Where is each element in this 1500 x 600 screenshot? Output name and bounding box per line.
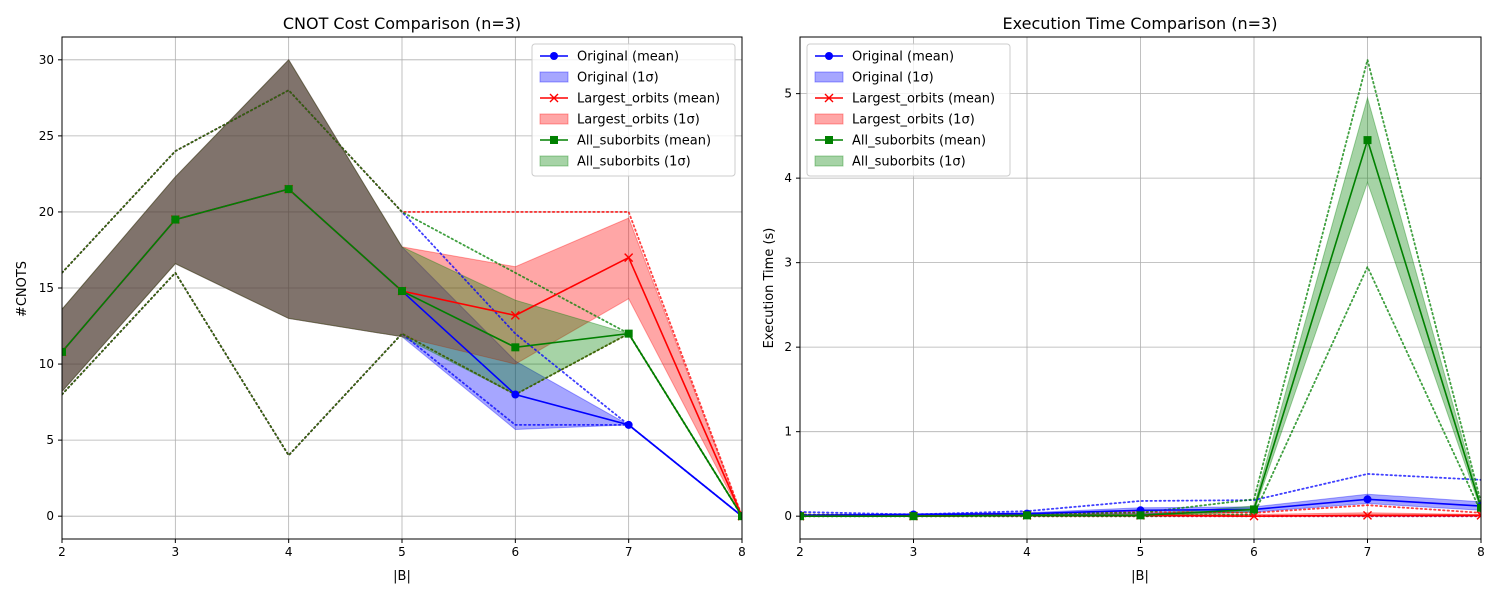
- all-suborbits-max-line: [62, 89, 742, 518]
- legend-box: [531, 43, 736, 177]
- x-tick-label: 8: [738, 545, 746, 559]
- y-tick-label: 4: [784, 171, 792, 185]
- largest-orbits-point: [1476, 510, 1481, 520]
- x-tick-label: 5: [398, 545, 406, 559]
- original-point: [624, 420, 633, 429]
- all-suborbits-point: [511, 343, 520, 352]
- legend-swatch-band: [539, 155, 569, 167]
- y-tick-label: 0: [46, 509, 54, 523]
- legend-swatch-band: [539, 113, 569, 125]
- all-suborbits-point: [284, 185, 293, 194]
- legend-label: All_suborbits (1σ): [577, 155, 691, 170]
- legend-label: Largest_orbits (mean): [577, 92, 720, 107]
- legend-label: Original (1σ): [852, 71, 934, 86]
- legend-swatch-band: [814, 71, 844, 83]
- execution-time-chart: Execution Time Comparison (n=3) |B| Exec…: [762, 14, 1485, 584]
- all-suborbits-point: [1477, 503, 1481, 512]
- all-suborbits-point: [1136, 511, 1145, 520]
- legend-swatch-marker: [824, 93, 834, 103]
- legend-label: Original (mean): [577, 50, 679, 65]
- x-tick-label: 6: [512, 545, 520, 559]
- legend: Original (mean) Original (1σ) Largest_orbi…: [806, 43, 1011, 177]
- legend-swatch-marker: [549, 93, 559, 103]
- legend-swatch-band: [539, 71, 569, 83]
- all-suborbits-point: [1250, 505, 1258, 514]
- legend-swatch-marker: [550, 52, 558, 60]
- y-tick-label: 5: [784, 87, 792, 101]
- legend: Original (mean) Original (1σ) Largest_orbi…: [531, 43, 736, 177]
- all-suborbits-point: [398, 287, 406, 296]
- chart-title: Execution Time Comparison (n=3): [1003, 14, 1278, 33]
- x-axis-label: |B|: [1131, 569, 1149, 584]
- legend-swatch-marker: [550, 136, 558, 144]
- original-point: [1363, 495, 1372, 504]
- legend-label: Largest_orbits (1σ): [852, 113, 975, 128]
- x-tick-label: 7: [1364, 545, 1372, 559]
- largest-orbits-point: [510, 310, 520, 320]
- y-tick-label: 20: [39, 205, 54, 219]
- y-tick-label: 25: [39, 129, 54, 143]
- all-suborbits-point: [624, 329, 633, 338]
- largest-orbits-point: [624, 253, 634, 263]
- y-axis-label: Execution Time (s): [762, 228, 777, 349]
- all-suborbits-point: [1363, 136, 1372, 145]
- legend-swatch-marker: [825, 52, 833, 60]
- all-suborbits-point: [171, 215, 180, 224]
- x-tick-label: 7: [625, 545, 633, 559]
- x-tick-label: 8: [1477, 545, 1485, 559]
- legend-label: All_suborbits (1σ): [852, 155, 966, 170]
- legend-label: Original (mean): [852, 50, 954, 65]
- legend-swatch-marker: [825, 136, 833, 144]
- all-suborbits-point: [738, 512, 742, 521]
- x-tick-label: 2: [58, 545, 66, 559]
- legend-swatch-band: [814, 113, 844, 125]
- x-tick-label: 4: [1023, 545, 1031, 559]
- x-tick-label: 4: [285, 545, 293, 559]
- legend-label: All_suborbits (mean): [852, 134, 986, 149]
- chart-title: CNOT Cost Comparison (n=3): [283, 14, 521, 33]
- cnot-cost-chart: CNOT Cost Comparison (n=3) |B| #CNOTS 2 3…: [15, 14, 746, 584]
- legend-label: Largest_orbits (mean): [852, 92, 995, 107]
- legend-box: [806, 43, 1011, 177]
- largest-orbits-point: [1363, 510, 1372, 520]
- x-tick-label: 3: [910, 545, 918, 559]
- original-point: [511, 390, 520, 399]
- y-tick-label: 0: [784, 509, 792, 523]
- y-tick-label: 10: [39, 357, 54, 371]
- legend-swatch-band: [814, 155, 844, 167]
- y-axis-label: #CNOTS: [15, 261, 30, 317]
- y-tick-label: 3: [784, 256, 792, 270]
- x-tick-label: 3: [172, 545, 180, 559]
- all-suborbits-point: [800, 512, 804, 521]
- legend-label: Original (1σ): [577, 71, 659, 86]
- all-suborbits-point: [62, 347, 66, 356]
- y-tick-label: 5: [46, 433, 54, 447]
- y-tick-label: 1: [784, 425, 792, 439]
- x-tick-label: 2: [796, 545, 804, 559]
- y-tick-label: 2: [784, 340, 792, 354]
- largest-orbits-point: [1249, 511, 1259, 521]
- x-axis-label: |B|: [393, 569, 411, 584]
- x-tick-label: 6: [1250, 545, 1258, 559]
- legend-label: Largest_orbits (1σ): [577, 113, 700, 128]
- y-tick-label: 30: [39, 53, 54, 67]
- all-suborbits-point: [909, 512, 918, 521]
- legend-label: All_suborbits (mean): [577, 134, 711, 149]
- x-tick-label: 5: [1137, 545, 1145, 559]
- all-suborbits-point: [1023, 511, 1031, 520]
- y-tick-label: 15: [39, 281, 54, 295]
